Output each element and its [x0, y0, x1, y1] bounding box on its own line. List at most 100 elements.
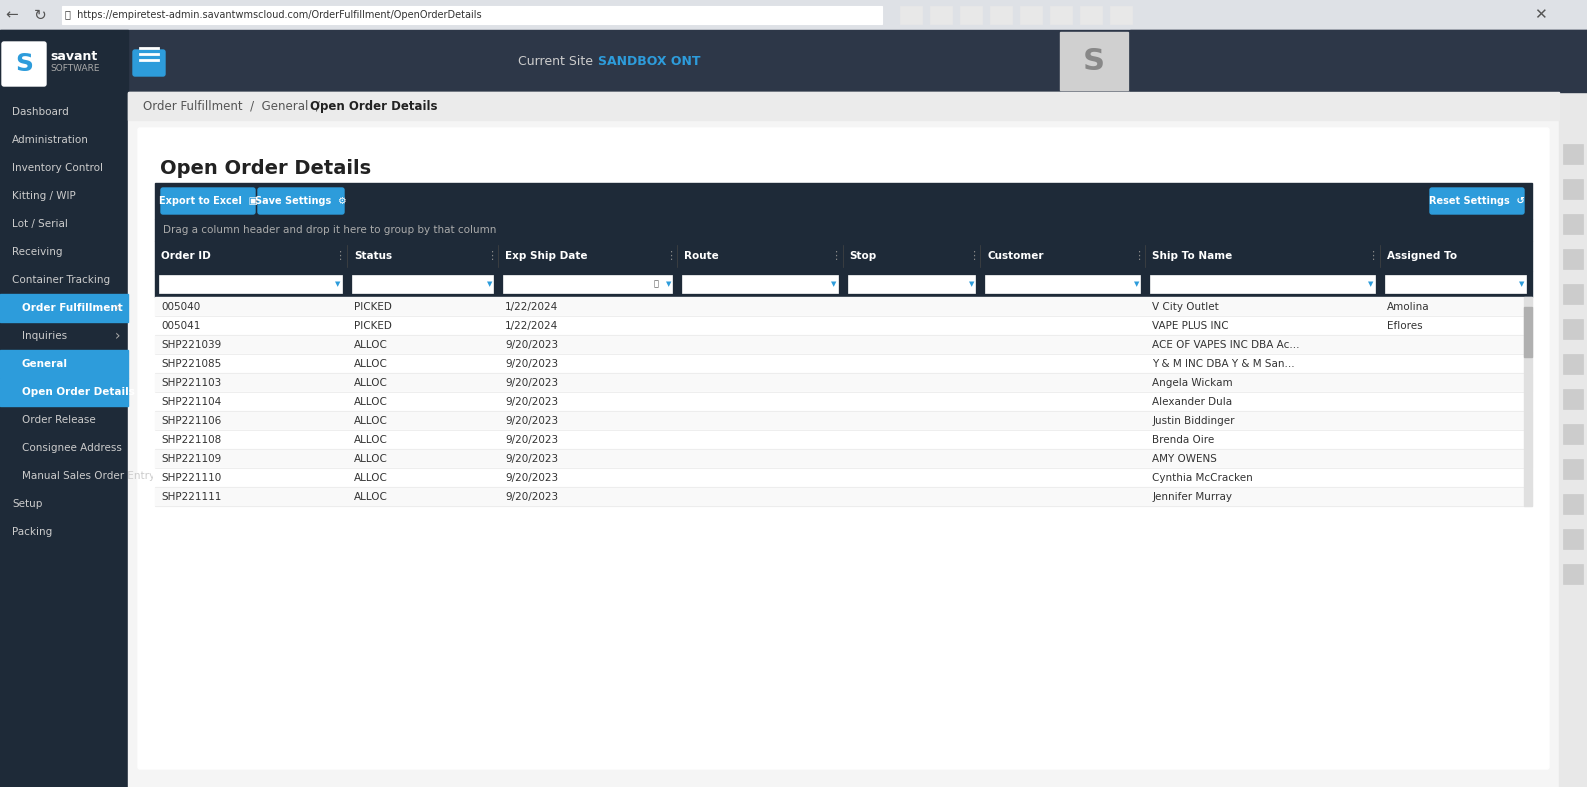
Text: ▼: ▼	[1133, 281, 1139, 287]
Bar	[156, 354, 1531, 373]
Bar	[159, 275, 341, 293]
Text: Status: Status	[354, 251, 392, 261]
Bar	[156, 219, 1531, 241]
Text: ⋮: ⋮	[1366, 251, 1378, 261]
Bar	[1563, 389, 1582, 409]
Text: Customer: Customer	[987, 251, 1044, 261]
Bar	[1563, 529, 1582, 549]
Bar	[156, 487, 1531, 506]
Bar	[1563, 214, 1582, 234]
Text: Justin Biddinger: Justin Biddinger	[1152, 416, 1235, 426]
Text: Stop: Stop	[849, 251, 876, 261]
Text: Drag a column header and drop it here to group by that column: Drag a column header and drop it here to…	[163, 225, 497, 235]
Text: ▼: ▼	[1519, 281, 1525, 287]
Bar	[1558, 92, 1587, 787]
Text: ⋮: ⋮	[830, 251, 841, 261]
FancyBboxPatch shape	[160, 188, 256, 214]
Bar	[0, 92, 129, 787]
Bar	[990, 6, 1013, 24]
Text: SHP221108: SHP221108	[160, 434, 221, 445]
Text: Save Settings  ⚙: Save Settings ⚙	[256, 196, 348, 206]
Text: ALLOC: ALLOC	[354, 359, 387, 368]
FancyBboxPatch shape	[259, 188, 344, 214]
Bar	[1020, 6, 1043, 24]
Bar	[682, 275, 838, 293]
Text: ALLOC: ALLOC	[354, 397, 387, 407]
Text: Setup: Setup	[13, 499, 43, 509]
Text: Y & M INC DBA Y & M San...: Y & M INC DBA Y & M San...	[1152, 359, 1295, 368]
Text: SHP221109: SHP221109	[160, 453, 221, 464]
Text: ▼: ▼	[968, 281, 974, 287]
Text: Reset Settings  ↺: Reset Settings ↺	[1430, 196, 1525, 206]
Text: ⋮: ⋮	[335, 251, 346, 261]
Text: Inquiries: Inquiries	[22, 331, 67, 341]
Text: 9/20/2023: 9/20/2023	[505, 339, 559, 349]
FancyBboxPatch shape	[133, 50, 165, 76]
Text: ▼: ▼	[487, 281, 492, 287]
Text: V City Outlet: V City Outlet	[1152, 301, 1219, 312]
Text: SHP221111: SHP221111	[160, 492, 221, 501]
Text: ACE OF VAPES INC DBA Ac...: ACE OF VAPES INC DBA Ac...	[1152, 339, 1300, 349]
Text: Inventory Control: Inventory Control	[13, 163, 103, 173]
Bar	[1563, 249, 1582, 269]
Text: Current Site: Current Site	[517, 54, 594, 68]
Text: 9/20/2023: 9/20/2023	[505, 434, 559, 445]
Text: ▼: ▼	[665, 281, 671, 287]
Text: PICKED: PICKED	[354, 320, 392, 331]
Text: Consignee Address: Consignee Address	[22, 443, 122, 453]
Text: 📅: 📅	[654, 279, 659, 289]
Bar	[156, 335, 1531, 354]
Text: Brenda Oire: Brenda Oire	[1152, 434, 1214, 445]
Bar	[1563, 179, 1582, 199]
Text: Order Fulfillment: Order Fulfillment	[22, 303, 122, 313]
Text: ALLOC: ALLOC	[354, 339, 387, 349]
Text: S: S	[14, 52, 33, 76]
Bar	[900, 6, 922, 24]
Text: ▼: ▼	[335, 281, 341, 287]
Bar	[156, 430, 1531, 449]
Bar	[986, 275, 1141, 293]
Text: ↻: ↻	[33, 8, 46, 23]
Text: SANDBOX ONT: SANDBOX ONT	[598, 54, 700, 68]
Bar	[156, 183, 1531, 219]
Bar	[156, 449, 1531, 468]
Bar	[1563, 284, 1582, 304]
Bar	[156, 373, 1531, 392]
Bar	[156, 468, 1531, 487]
Bar	[960, 6, 982, 24]
Text: savant: savant	[51, 50, 97, 62]
Text: 1/22/2024: 1/22/2024	[505, 301, 559, 312]
Text: SOFTWARE: SOFTWARE	[51, 64, 100, 72]
Text: 9/20/2023: 9/20/2023	[505, 416, 559, 426]
Text: Administration: Administration	[13, 135, 89, 145]
Bar	[156, 411, 1531, 430]
Text: SHP221104: SHP221104	[160, 397, 221, 407]
Bar	[0, 294, 129, 322]
Text: Jennifer Murray: Jennifer Murray	[1152, 492, 1233, 501]
Text: Angela Wickam: Angela Wickam	[1152, 378, 1233, 387]
Bar	[1563, 144, 1582, 164]
FancyBboxPatch shape	[2, 42, 46, 86]
Bar	[1151, 275, 1374, 293]
Text: ⋮: ⋮	[968, 251, 979, 261]
Text: Order Release: Order Release	[22, 415, 95, 425]
Text: SHP221106: SHP221106	[160, 416, 221, 426]
Text: SHP221110: SHP221110	[160, 472, 221, 482]
Text: 9/20/2023: 9/20/2023	[505, 397, 559, 407]
Text: ▼: ▼	[1368, 281, 1373, 287]
Bar	[1563, 319, 1582, 339]
Bar	[930, 6, 952, 24]
Text: ←: ←	[6, 8, 19, 23]
Text: ✕: ✕	[1533, 8, 1546, 23]
Text: Lot / Serial: Lot / Serial	[13, 219, 68, 229]
Text: SHP221085: SHP221085	[160, 359, 221, 368]
Bar	[156, 316, 1531, 335]
Text: S: S	[1082, 46, 1105, 76]
Text: Open Order Details: Open Order Details	[160, 158, 371, 178]
Text: Packing: Packing	[13, 527, 52, 537]
Text: ALLOC: ALLOC	[354, 434, 387, 445]
Text: AMY OWENS: AMY OWENS	[1152, 453, 1217, 464]
Text: Assigned To: Assigned To	[1387, 251, 1457, 261]
Text: ALLOC: ALLOC	[354, 416, 387, 426]
Bar	[62, 6, 882, 24]
